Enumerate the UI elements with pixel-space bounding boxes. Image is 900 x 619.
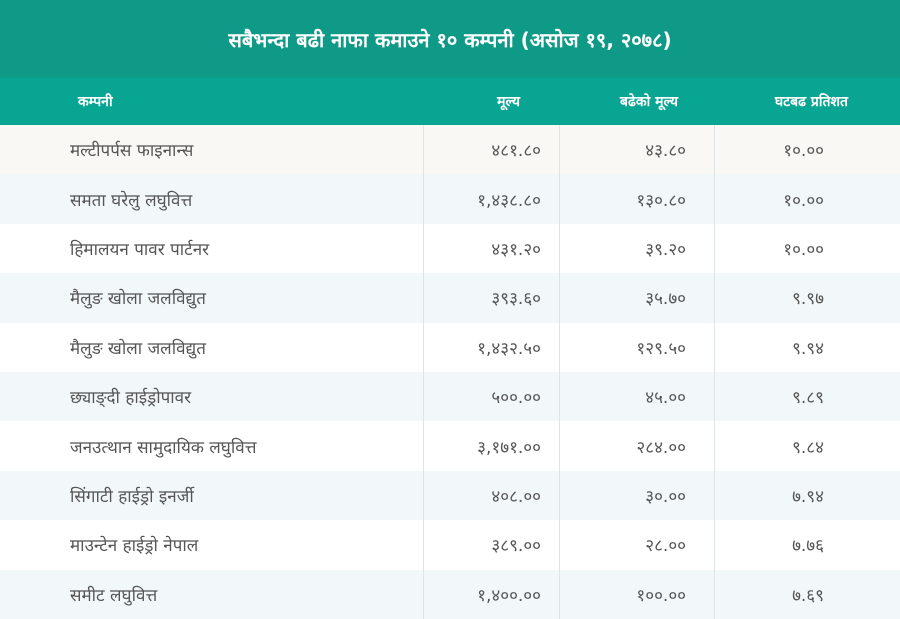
percent-cell: ९.९७ — [714, 273, 900, 323]
increase-cell: १००.०० — [559, 569, 714, 619]
price-cell: ३८९.०० — [423, 520, 559, 570]
percent-cell: १०.०० — [714, 125, 900, 175]
table-row: समीट लघुवित्त १,४००.०० १००.०० ७.६९ — [0, 569, 900, 619]
table-row: मल्टीपर्पस फाइनान्स ४८१.८० ४३.८० १०.०० — [0, 125, 900, 175]
increase-cell: ३५.७० — [559, 273, 714, 323]
increase-cell: ४५.०० — [559, 371, 714, 422]
table-row: समता घरेलु लघुवित्त १,४३८.८० १३०.८० १०.०… — [0, 174, 900, 224]
company-cell: जनउत्थान सामुदायिक लघुवित्त — [70, 437, 257, 458]
table-row: मैलुङ खोला जलविद्युत १,४३२.५० १२९.५० ९.९… — [0, 322, 900, 372]
percent-cell: ७.९४ — [714, 470, 900, 521]
column-header-increase: बढेको मूल्य — [619, 94, 678, 110]
company-cell: हिमालयन पावर पार्टनर — [70, 239, 210, 260]
percent-cell: ९.८९ — [714, 371, 900, 422]
company-cell: समीट लघुवित्त — [70, 585, 158, 606]
table-title: सबैभन्दा बढी नाफा कमाउने १० कम्पनी (असोज… — [228, 27, 672, 52]
table-row: माउन्टेन हाईड्रो नेपाल ३८९.०० २८.०० ७.७६ — [0, 520, 900, 570]
percent-cell: १०.०० — [714, 174, 900, 224]
column-header-percent: घटबढ प्रतिशत — [774, 94, 848, 110]
percent-cell: ७.७६ — [714, 520, 900, 570]
company-cell: सिंगाटी हाईड्रो इनर्जी — [70, 486, 194, 507]
table-row: छ्याङ्दी हाईड्रोपावर ५००.०० ४५.०० ९.८९ — [0, 371, 900, 422]
company-cell: मल्टीपर्पस फाइनान्स — [70, 141, 194, 162]
company-cell: समता घरेलु लघुवित्त — [70, 190, 193, 211]
price-cell: ३९३.६० — [423, 273, 559, 323]
price-cell: ४८१.८० — [423, 125, 559, 175]
column-header-company: कम्पनी — [78, 94, 113, 110]
price-cell: ४०८.०० — [423, 470, 559, 521]
table-row: जनउत्थान सामुदायिक लघुवित्त ३,१७१.०० २८४… — [0, 421, 900, 471]
table-body: मल्टीपर्पस फाइनान्स ४८१.८० ४३.८० १०.०० स… — [0, 125, 900, 619]
price-cell: ५००.०० — [423, 371, 559, 422]
increase-cell: १३०.८० — [559, 174, 714, 224]
column-header-price: मूल्य — [497, 94, 520, 110]
increase-cell: २८४.०० — [559, 421, 714, 471]
table-title-bar: सबैभन्दा बढी नाफा कमाउने १० कम्पनी (असोज… — [0, 0, 900, 78]
price-cell: १,४३२.५० — [423, 322, 559, 372]
percent-cell: ९.९४ — [714, 322, 900, 372]
increase-cell: १२९.५० — [559, 322, 714, 372]
increase-cell: ३९.२० — [559, 223, 714, 274]
table-row: मैलुङ खोला जलविद्युत ३९३.६० ३५.७० ९.९७ — [0, 273, 900, 323]
company-cell: मैलुङ खोला जलविद्युत — [70, 289, 206, 310]
price-cell: ३,१७१.०० — [423, 421, 559, 471]
increase-cell: ४३.८० — [559, 125, 714, 175]
price-cell: ४३१.२० — [423, 223, 559, 274]
price-cell: १,४००.०० — [423, 569, 559, 619]
company-cell: माउन्टेन हाईड्रो नेपाल — [70, 536, 199, 557]
price-cell: १,४३८.८० — [423, 174, 559, 224]
increase-cell: ३०.०० — [559, 470, 714, 521]
company-cell: छ्याङ्दी हाईड्रोपावर — [70, 388, 192, 409]
increase-cell: २८.०० — [559, 520, 714, 570]
table-row: हिमालयन पावर पार्टनर ४३१.२० ३९.२० १०.०० — [0, 223, 900, 274]
table-header: कम्पनी मूल्य बढेको मूल्य घटबढ प्रतिशत — [0, 78, 900, 125]
company-cell: मैलुङ खोला जलविद्युत — [70, 338, 206, 359]
percent-cell: ७.६९ — [714, 569, 900, 619]
percent-cell: १०.०० — [714, 223, 900, 274]
table-row: सिंगाटी हाईड्रो इनर्जी ४०८.०० ३०.०० ७.९४ — [0, 470, 900, 521]
percent-cell: ९.८४ — [714, 421, 900, 471]
